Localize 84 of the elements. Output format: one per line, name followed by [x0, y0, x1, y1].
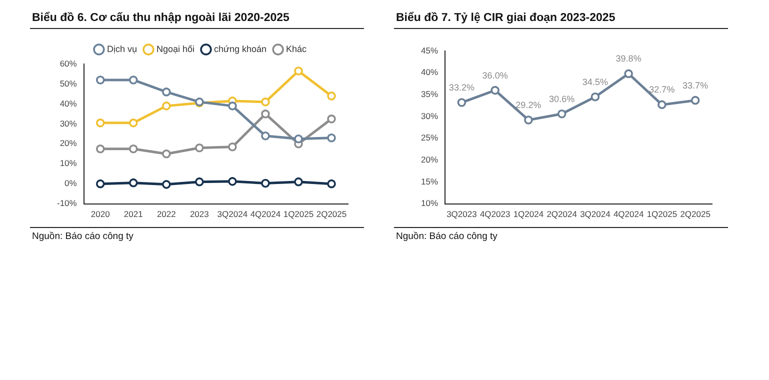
data-label: 32.7% [649, 84, 675, 95]
point [228, 102, 237, 110]
x-tick-label: 2023 [190, 209, 210, 220]
point [96, 76, 105, 84]
point [690, 96, 700, 105]
data-label: 30.6% [549, 94, 575, 104]
y-tick-label: 20% [60, 138, 78, 148]
point [327, 133, 336, 142]
y-tick-label: 25% [420, 132, 438, 143]
point [327, 92, 336, 100]
point [96, 118, 105, 128]
data-label: 34.5% [582, 76, 608, 87]
point [557, 109, 566, 118]
point [128, 144, 138, 154]
data-label: 33.2% [448, 82, 474, 92]
y-tick-label: 10% [60, 158, 78, 168]
point [228, 177, 237, 186]
y-tick-label: 0% [64, 178, 78, 188]
point [624, 69, 633, 78]
point [195, 143, 204, 152]
y-tick-label: 45% [420, 45, 438, 56]
point [128, 76, 138, 84]
point [96, 144, 105, 154]
x-tick-label: 2Q2024 [546, 209, 578, 220]
data-label: 36.0% [482, 70, 508, 80]
point [294, 177, 303, 186]
y-tick-label: 60% [60, 58, 78, 68]
x-tick-label: 1Q2025 [283, 209, 314, 220]
x-tick-label: 1Q2025 [646, 209, 678, 220]
y-tick-label: 50% [60, 78, 78, 88]
point [128, 178, 138, 188]
x-tick-label: 2020 [90, 209, 110, 220]
x-tick-label: 2Q2025 [316, 209, 347, 220]
x-tick-label: 4Q2023 [480, 209, 510, 220]
y-tick-label: 40% [420, 67, 438, 78]
point [162, 180, 171, 189]
x-tick-label: 4Q2024 [613, 209, 644, 220]
x-tick-label: 2Q2025 [680, 209, 711, 220]
point [162, 149, 171, 158]
x-tick-label: 2022 [156, 209, 176, 220]
x-tick-label: 4Q2024 [250, 209, 281, 220]
data-label: 33.7% [682, 80, 708, 90]
point [261, 98, 270, 106]
text: Nguồn: Báo cáo công ty [30, 227, 364, 242]
y-tick-label: 30% [60, 118, 78, 128]
point [261, 110, 270, 118]
y-tick-label: 40% [60, 98, 78, 108]
legend-label: Ngoại hối [156, 44, 194, 54]
point [162, 88, 171, 96]
point [294, 66, 303, 76]
point [658, 100, 666, 110]
point [524, 116, 533, 124]
x-tick-label: 2021 [124, 209, 144, 220]
x-tick-label: 3Q2024 [217, 209, 248, 220]
y-tick-label: 10% [420, 198, 438, 208]
point [162, 102, 171, 110]
x-tick-label: 3Q2024 [580, 209, 611, 220]
point [261, 178, 270, 188]
point [195, 177, 204, 186]
point [294, 134, 303, 144]
x-tick-label: 1Q2024 [513, 209, 544, 220]
y-tick-label: 30% [420, 110, 438, 121]
data-label: 29.2% [516, 100, 542, 110]
y-tick-label: 20% [420, 154, 438, 164]
x-tick-label: 3Q2023 [446, 209, 478, 220]
legend-label: Dịch vụ [106, 44, 137, 54]
y-tick-label: 15% [420, 176, 438, 186]
y-tick-label: -10% [57, 198, 78, 208]
text: Nguồn: Báo cáo công ty [394, 227, 728, 242]
data-label: 39.8% [616, 54, 642, 64]
point [228, 142, 237, 152]
point [327, 114, 336, 124]
point [590, 92, 600, 102]
chart-title: Biểu đồ 7. Tỷ lệ CIR giai đoạn 2023-2025 [394, 8, 728, 29]
legend-label: chứng khoán [214, 44, 267, 54]
point [457, 98, 466, 107]
point [261, 131, 270, 140]
point [327, 179, 336, 188]
chart-title: Biểu đồ 6. Cơ cấu thu nhập ngoài lãi 2020-2025 [30, 8, 364, 29]
legend-label: Khác [286, 44, 308, 54]
point [96, 179, 105, 188]
point [128, 118, 138, 128]
point [490, 86, 500, 95]
y-tick-label: 35% [420, 89, 438, 99]
